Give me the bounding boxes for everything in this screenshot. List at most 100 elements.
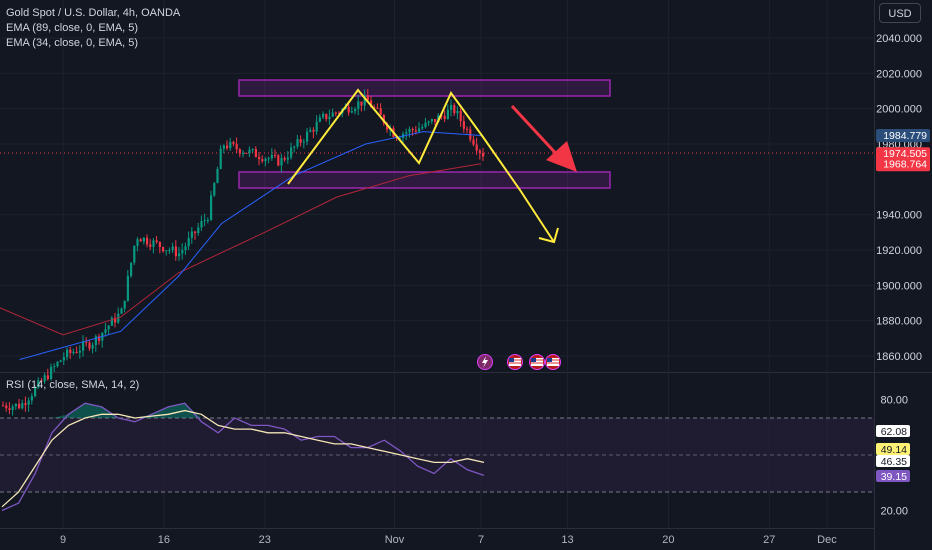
candle-body	[453, 105, 456, 114]
candle-body	[315, 121, 318, 132]
candle-body	[325, 113, 328, 120]
candle-body	[245, 152, 248, 154]
candle-body	[200, 221, 203, 228]
candle-body	[334, 112, 337, 114]
symbol-title[interactable]: Gold Spot / U.S. Dollar, 4h, OANDA	[6, 7, 181, 19]
time-tick: Nov	[385, 534, 405, 546]
candle-body	[338, 112, 341, 114]
candle-body	[421, 127, 424, 129]
candle-body	[242, 152, 245, 154]
candle-body	[280, 158, 283, 166]
ema34-legend[interactable]: EMA (34, close, 0, EMA, 5)	[6, 37, 139, 49]
red-arrow[interactable]	[510, 104, 577, 172]
candle-body	[34, 387, 37, 397]
candle-body	[366, 95, 369, 101]
candle-body	[357, 101, 360, 109]
double-top-pattern[interactable]	[287, 88, 555, 243]
candle-body	[290, 147, 293, 158]
candle-body	[8, 408, 11, 410]
rsi-line	[1, 402, 485, 512]
price-badge: 1984.779	[876, 129, 930, 143]
support-zone[interactable]	[238, 171, 611, 189]
candle-body	[107, 325, 110, 330]
candle-body	[213, 183, 216, 196]
ema34-line	[19, 131, 482, 360]
candle-body	[434, 119, 437, 123]
candle-body	[123, 300, 126, 309]
candle-body	[306, 131, 309, 142]
candle-body	[78, 350, 81, 353]
candle-body	[283, 158, 286, 160]
candle-body	[328, 116, 331, 120]
us-flag-icon[interactable]	[545, 354, 561, 370]
candle-body	[174, 246, 177, 257]
candle-body	[40, 380, 43, 382]
price-tick: 1880.000	[876, 316, 922, 328]
candle-body	[50, 366, 53, 379]
candle-body	[450, 105, 453, 110]
candle-body	[424, 122, 427, 128]
candle-body	[226, 145, 229, 149]
us-flag-icon[interactable]	[529, 354, 545, 370]
time-axis[interactable]: 9 16 23 Nov 7 13 20 27 Dec	[60, 534, 837, 546]
time-tick: 13	[561, 534, 573, 546]
rsi-axis[interactable]: 80.00 20.00	[880, 395, 908, 518]
candle-body	[286, 157, 289, 160]
price-tick: 1900.000	[876, 280, 922, 292]
candle-body	[408, 129, 411, 133]
candle-body	[318, 117, 321, 122]
price-badge: 1968.764	[876, 157, 930, 171]
candle-body	[162, 247, 165, 252]
candle-body	[120, 308, 123, 314]
candle-body	[427, 121, 430, 123]
svg-text:1968.764: 1968.764	[883, 158, 927, 170]
rsi-badge: 62.08	[876, 425, 910, 438]
candle-body	[5, 405, 8, 409]
candle-body	[251, 148, 254, 150]
candle-body	[482, 152, 485, 157]
candle-body	[69, 349, 72, 354]
resistance-zone[interactable]	[238, 79, 611, 97]
rsi-legend[interactable]: RSI (14, close, SMA, 14, 2)	[6, 379, 140, 391]
candle-body	[98, 336, 101, 341]
candle-body	[235, 143, 238, 150]
candle-body	[322, 113, 325, 118]
ema89-legend[interactable]: EMA (89, close, 0, EMA, 5)	[6, 22, 139, 34]
candle-body	[376, 107, 379, 109]
lightning-icon[interactable]	[477, 354, 493, 370]
candle-body	[168, 250, 171, 252]
candle-body	[130, 262, 133, 276]
candle-body	[456, 110, 459, 114]
candle-body	[222, 145, 225, 149]
time-tick: 16	[158, 534, 170, 546]
candle-body	[379, 108, 382, 115]
candle-body	[254, 148, 257, 158]
price-tick: 2020.000	[876, 68, 922, 80]
time-tick: 23	[259, 534, 271, 546]
time-tick: 7	[478, 534, 484, 546]
rsi-ma-line	[1, 409, 485, 508]
candle-body	[53, 366, 56, 368]
rsi-badge: 39.15	[876, 470, 910, 483]
candle-body	[184, 246, 187, 251]
candle-body	[110, 317, 113, 326]
candle-body	[414, 130, 417, 132]
ema89-line	[0, 163, 482, 336]
candle-body	[155, 240, 158, 242]
candle-body	[18, 403, 21, 409]
us-flag-icon[interactable]	[507, 354, 523, 370]
currency-button[interactable]: USD	[879, 3, 921, 23]
candle-body	[219, 148, 222, 169]
candle-body	[296, 139, 299, 147]
candle-body	[146, 237, 149, 245]
time-tick: 9	[60, 534, 66, 546]
candle-body	[277, 155, 280, 166]
candle-body	[72, 351, 75, 354]
price-tick: 2000.000	[876, 104, 922, 116]
event-icons[interactable]	[477, 354, 561, 370]
price-tick: 1920.000	[876, 245, 922, 257]
candle-body	[293, 146, 296, 148]
